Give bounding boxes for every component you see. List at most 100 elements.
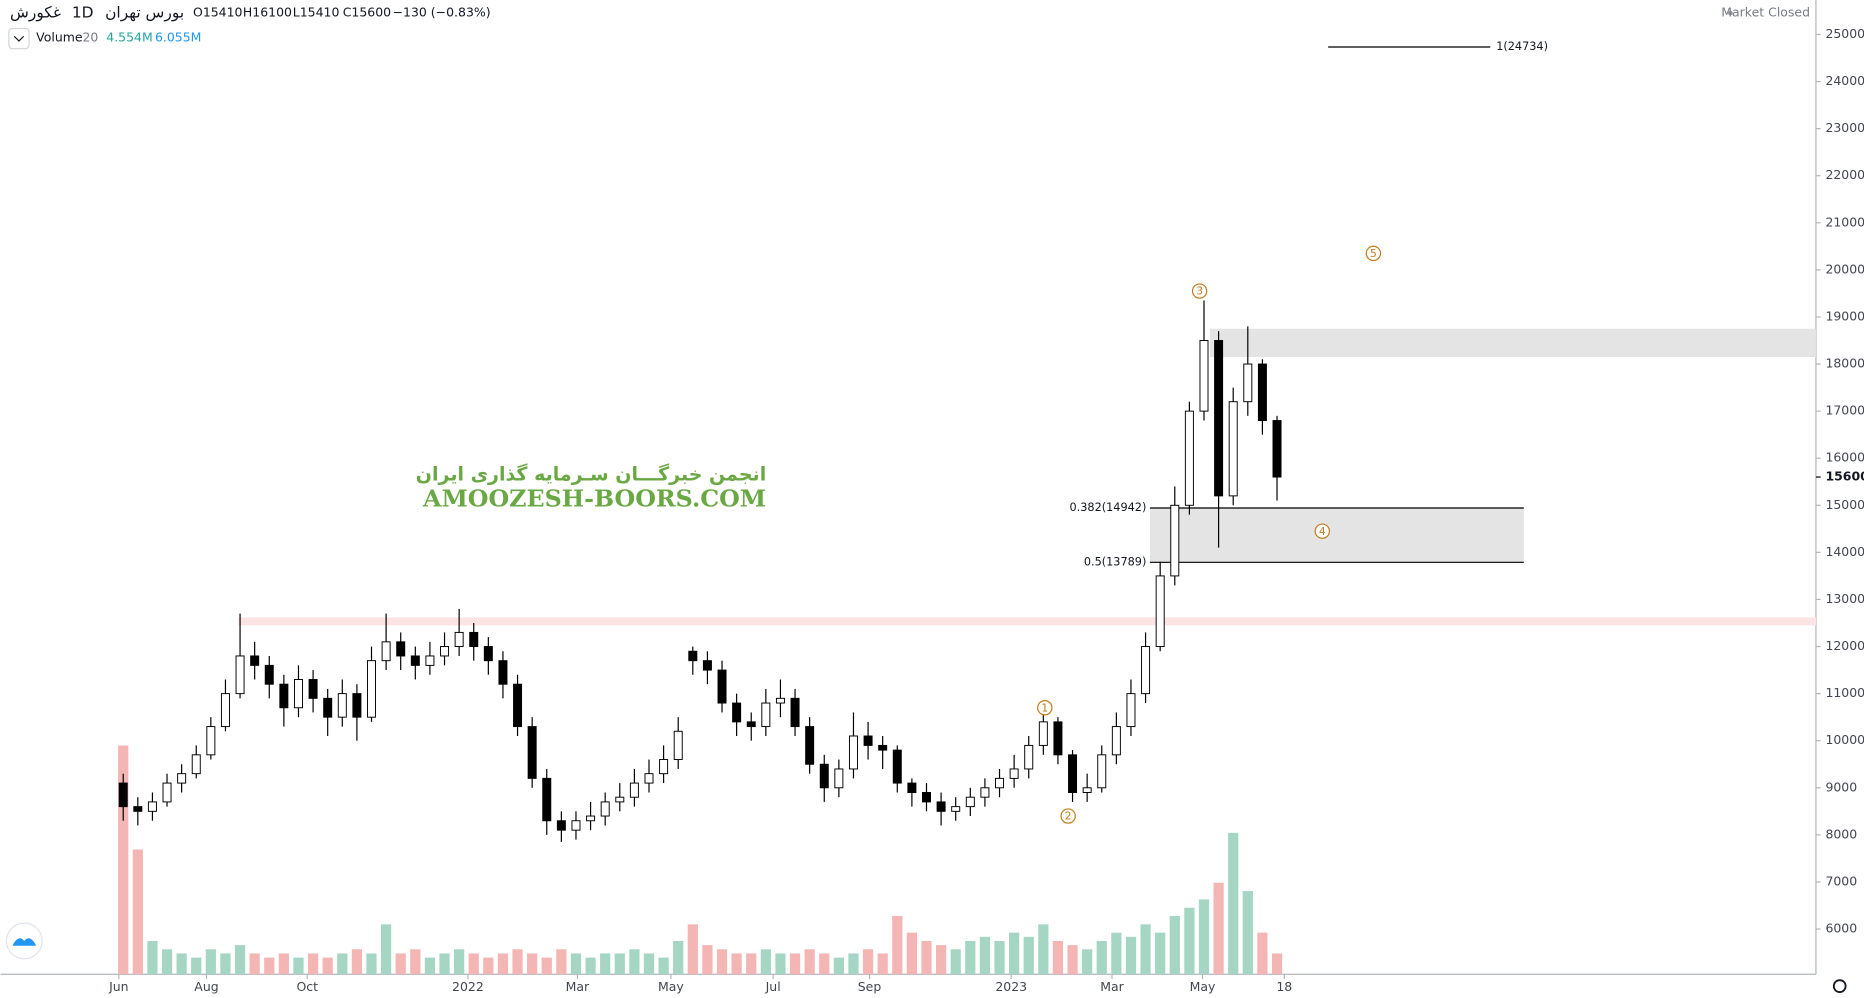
volume-bar xyxy=(1184,907,1195,975)
candle-body xyxy=(381,641,391,662)
candle-body xyxy=(951,806,961,812)
volume-bar xyxy=(118,745,129,975)
candle-body xyxy=(659,759,669,775)
volume-bar xyxy=(424,957,436,975)
y-tick-label: 11000 xyxy=(1825,685,1864,700)
candle-body xyxy=(191,754,201,775)
candle-body xyxy=(644,773,654,784)
volume-bar xyxy=(1198,899,1210,975)
chevron xyxy=(13,35,25,42)
candle-body xyxy=(1141,646,1151,695)
volume-bar xyxy=(789,953,801,975)
candle-body xyxy=(513,683,523,728)
settings-icon[interactable] xyxy=(1832,979,1847,993)
candle-body xyxy=(206,726,216,756)
y-tick-label: 23000 xyxy=(1825,120,1864,135)
watermark-en: AMOOZESH-BOORS.COM xyxy=(422,485,766,513)
volume-bar xyxy=(979,936,991,975)
collapse-button[interactable] xyxy=(8,27,30,50)
candle-body xyxy=(892,749,902,784)
volume-bar xyxy=(322,957,333,975)
interval: 1D xyxy=(72,4,94,22)
candle-body xyxy=(352,693,362,718)
fib-label: 0.382(14942) xyxy=(1069,501,1146,514)
y-tick-label: 22000 xyxy=(1825,167,1864,182)
volume-bar xyxy=(366,953,377,975)
volume-bar xyxy=(1082,949,1093,975)
candle-body xyxy=(425,655,435,666)
candle-body xyxy=(907,782,917,793)
volume-bar xyxy=(1038,924,1049,975)
ohlc-open: O15410 xyxy=(193,5,243,20)
volume-bar xyxy=(819,953,830,975)
candle-body xyxy=(878,744,888,751)
y-tick-label: 13000 xyxy=(1825,591,1864,606)
last-price-label: 15600 xyxy=(1825,469,1864,484)
volume-bar xyxy=(1169,916,1180,975)
y-tick-label: 19000 xyxy=(1825,308,1864,323)
candle-body xyxy=(147,801,157,812)
ohlc-change: −130 (−0.83%) xyxy=(393,5,491,20)
volume-bar xyxy=(658,957,669,975)
candle-body xyxy=(790,697,800,728)
candle-body xyxy=(1068,754,1078,793)
candle-body xyxy=(936,801,946,812)
volume-title: Volume xyxy=(36,30,82,45)
candle-body xyxy=(220,693,230,728)
y-tick-label: 7000 xyxy=(1825,873,1857,888)
y-tick-label: 24000 xyxy=(1825,73,1864,88)
volume-bar xyxy=(1228,832,1239,975)
candle-body xyxy=(1009,768,1019,779)
volume-bar xyxy=(614,953,625,975)
volume-bar xyxy=(862,949,874,975)
volume-bar xyxy=(439,953,450,975)
candle-body xyxy=(571,820,581,831)
volume-bar xyxy=(935,945,947,975)
volume-value: 4.554M xyxy=(106,30,152,45)
candle-body xyxy=(1155,575,1165,648)
x-tick-label: May xyxy=(1190,979,1216,994)
wave-circle xyxy=(1191,283,1208,299)
volume-bar xyxy=(848,953,859,975)
volume-bar xyxy=(454,949,465,975)
zone xyxy=(1209,328,1816,357)
candle-body xyxy=(600,801,610,817)
ohlc-high: H16100 xyxy=(243,5,292,20)
fib-box xyxy=(1149,508,1524,563)
volume-bar xyxy=(1009,932,1020,975)
candle-body xyxy=(819,763,829,789)
volume-bar xyxy=(629,949,640,975)
candle-body xyxy=(264,664,274,685)
y-tick-label: 21000 xyxy=(1825,214,1864,229)
volume-bar xyxy=(395,953,406,975)
volume-bar xyxy=(673,940,684,975)
wave-circle xyxy=(1314,523,1331,539)
x-tick-label: Jun xyxy=(108,979,128,994)
volume-bar xyxy=(1242,891,1253,975)
candle-body xyxy=(308,679,318,699)
volume-bar xyxy=(585,957,596,975)
volume-bar xyxy=(497,953,509,975)
candle-body xyxy=(732,702,742,723)
volume-bar xyxy=(687,924,698,975)
volume-bar xyxy=(716,949,728,975)
volume-bar xyxy=(556,949,567,975)
candle-body xyxy=(337,693,347,718)
volume-bar xyxy=(1052,940,1064,975)
watermark-fa: انجمن خبرگـــان سـرمایه گذاری ایران xyxy=(416,463,766,486)
volume-bar xyxy=(176,953,187,975)
volume-bar xyxy=(264,957,275,975)
volume-bar xyxy=(278,953,289,975)
candle-body xyxy=(615,796,625,803)
candle-body xyxy=(1199,340,1209,412)
candle-body xyxy=(1126,693,1136,728)
volume-bar xyxy=(921,940,932,975)
volume-bar xyxy=(161,949,173,975)
candle-body xyxy=(556,820,566,831)
y-tick-label: 16000 xyxy=(1825,450,1864,465)
candle-body xyxy=(1272,420,1282,478)
candle-body xyxy=(775,697,785,704)
candle-body xyxy=(162,782,172,803)
volume-bar xyxy=(1257,932,1268,975)
y-tick-label: 20000 xyxy=(1825,261,1864,276)
